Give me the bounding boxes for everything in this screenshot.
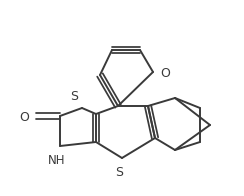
Text: O: O [19,111,29,123]
Text: S: S [70,90,78,103]
Text: NH: NH [48,154,66,167]
Text: S: S [115,166,123,179]
Text: O: O [160,66,170,80]
